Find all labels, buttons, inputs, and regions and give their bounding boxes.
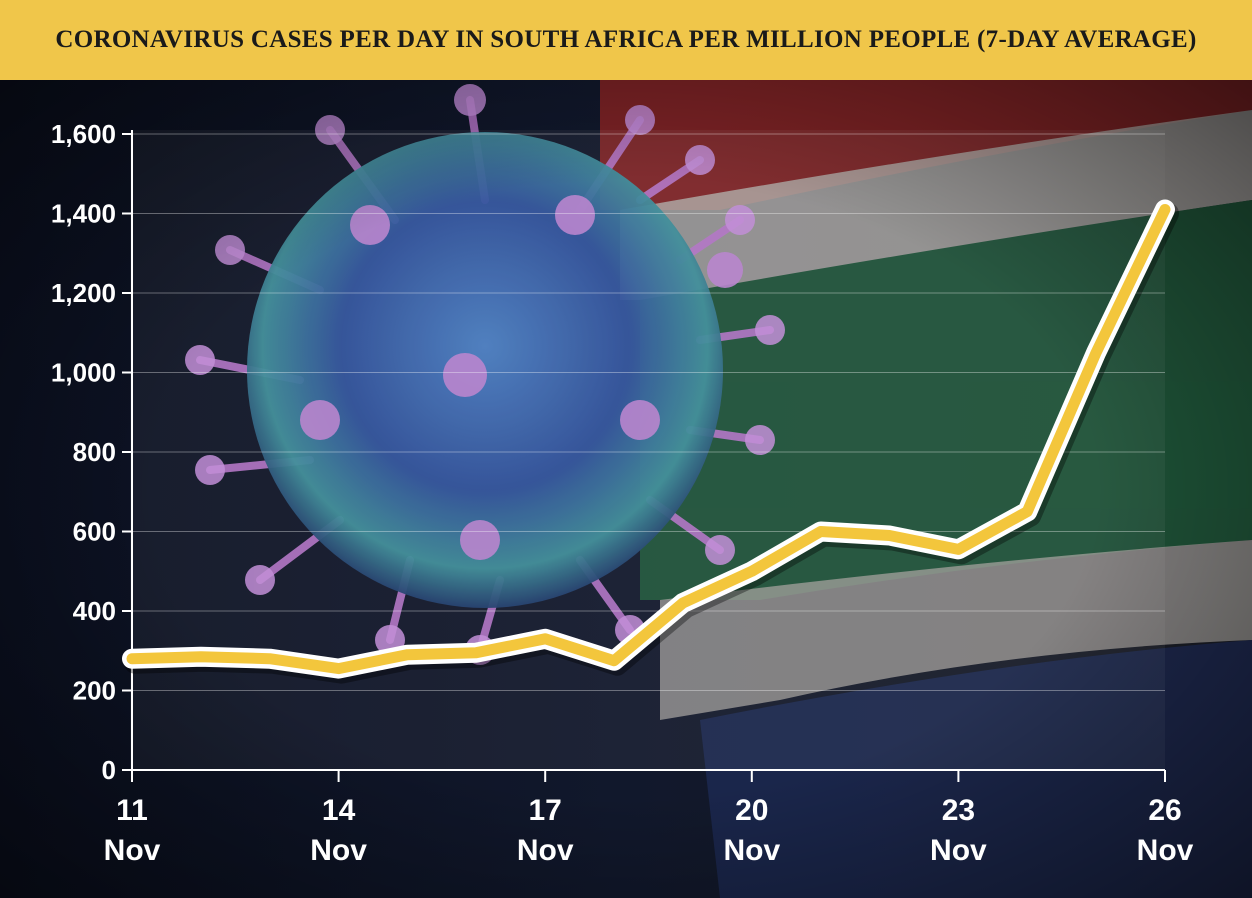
x-tick-day-23: 23 [942,794,975,827]
title-bar: CORONAVIRUS CASES PER DAY IN SOUTH AFRIC… [0,0,1252,80]
x-tick-month-14: Nov [310,834,367,867]
x-tick-day-20: 20 [735,794,768,827]
x-tick-day-26: 26 [1148,794,1181,827]
y-tick-label-200: 200 [73,676,116,706]
x-tick-label-26: 26 Nov [1137,794,1194,867]
y-tick-label-400: 400 [73,596,116,626]
series-line-0 [126,204,1171,675]
x-tick-label-14: 14 Nov [310,794,367,867]
y-tick-labels: 0 200 400 600 800 1,000 1,200 1,400 1,600 [51,119,116,785]
x-tick-label-17: 17 Nov [517,794,574,867]
x-tick-day-11: 11 [116,794,148,827]
x-tick-day-17: 17 [529,794,562,827]
y-tick-label-1600: 1,600 [51,119,116,149]
x-tick-label-23: 23 Nov [930,794,987,867]
y-tick-label-1000: 1,000 [51,358,116,388]
y-tick-label-600: 600 [73,517,116,547]
x-tick-labels: 11 Nov 14 Nov 17 Nov 20 Nov 23 Nov 26 Nov [104,794,1194,867]
x-tick-month-23: Nov [930,834,987,867]
y-tick-label-0: 0 [102,755,116,785]
x-tick-month-26: Nov [1137,834,1194,867]
x-tick-label-20: 20 Nov [723,794,780,867]
x-tick-label-11: 11 Nov [104,794,161,867]
y-tick-label-800: 800 [73,437,116,467]
y-tick-label-1200: 1,200 [51,278,116,308]
y-tick-label-1400: 1,400 [51,199,116,229]
series-line-group [122,199,1179,684]
x-tick-month-11: Nov [104,834,161,867]
x-tick-day-14: 14 [322,794,356,827]
x-tick-month-20: Nov [723,834,780,867]
x-tick-month-17: Nov [517,834,574,867]
chart-title: CORONAVIRUS CASES PER DAY IN SOUTH AFRIC… [55,26,1197,53]
